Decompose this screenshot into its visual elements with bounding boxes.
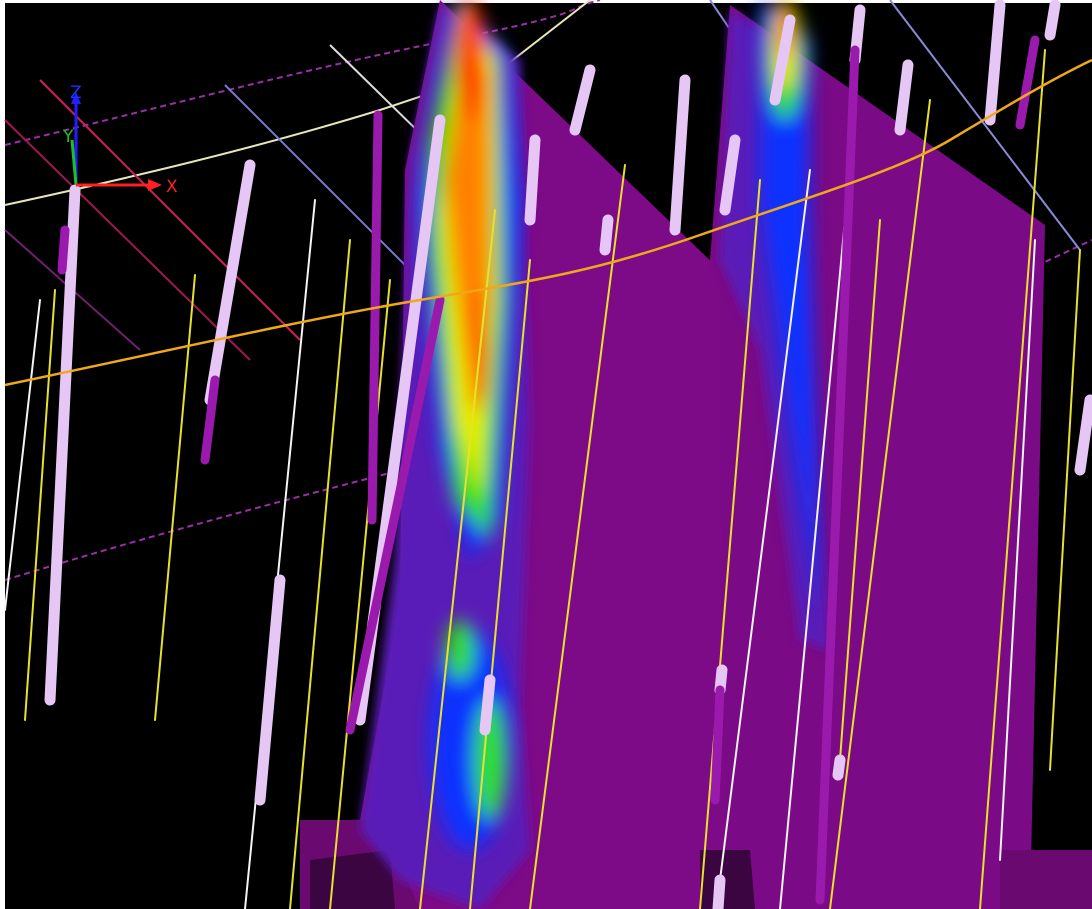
scene-line [979, 49, 1046, 909]
scene-line [1074, 394, 1092, 476]
scene-line [719, 169, 811, 881]
scene-line [479, 674, 496, 736]
scene-line [832, 754, 846, 781]
scene-line [289, 239, 351, 909]
scene-line [154, 274, 196, 721]
scene-line [204, 159, 256, 406]
scene-shape [455, 0, 485, 120]
scene-line [200, 375, 220, 465]
scene-shape [44, 0, 1092, 909]
scene-line [999, 239, 1036, 861]
scene-shape [4, 0, 601, 146]
scene-line [529, 164, 626, 909]
scene-shape [24, 49, 1081, 909]
scene-line [984, 0, 1006, 126]
scene-shape [57, 35, 1040, 905]
scene-line [524, 134, 541, 226]
sections [300, 0, 1092, 909]
scene-line [815, 45, 860, 905]
scene-line [779, 219, 846, 909]
scene-line [4, 299, 41, 611]
z-axis-label: Z [70, 83, 82, 103]
scene-line [712, 874, 726, 909]
scene-line [70, 139, 78, 186]
scene-line [329, 279, 391, 909]
scene-line [599, 214, 614, 256]
scene-line [719, 134, 741, 216]
scene-line [769, 14, 796, 106]
axis-gizmo: Z Y X [62, 83, 178, 197]
x-axis-label: X [166, 177, 178, 197]
surface-line [4, 58, 1092, 387]
scene-shape [760, 0, 820, 620]
y-axis-label: Y [62, 127, 74, 147]
scene-line [839, 219, 881, 761]
scene-line [894, 59, 914, 136]
scene-line [254, 574, 286, 806]
scene-shape [446, 620, 474, 680]
scene-line [569, 64, 596, 136]
scene-line [39, 79, 301, 341]
scene-line [469, 259, 531, 909]
scene-line [889, 0, 1081, 251]
scene-line [57, 225, 70, 275]
scene-line [1049, 249, 1081, 771]
scene-line [710, 685, 725, 805]
scene-line [669, 74, 691, 236]
scene-line [4, 119, 251, 361]
scene-shape [4, 0, 591, 206]
scene-line [419, 209, 496, 909]
scene-line [1044, 0, 1061, 41]
scene-line [1015, 35, 1040, 130]
scene-shape [148, 179, 162, 191]
scene-shape [71, 92, 81, 104]
scene-line [829, 99, 931, 909]
scene-shape [1000, 850, 1092, 909]
scene-line [699, 179, 761, 909]
scene-line [345, 295, 445, 735]
scene-line [367, 110, 383, 525]
scene-line [44, 184, 81, 706]
scene-shape [700, 850, 755, 909]
scene-line [24, 289, 56, 721]
drill-holes [4, 0, 1092, 909]
scene-shape [310, 850, 395, 909]
scene-shape [420, 0, 820, 850]
